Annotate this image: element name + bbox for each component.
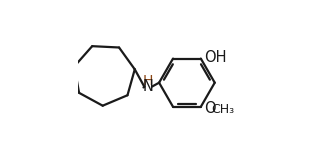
Text: OH: OH — [204, 50, 226, 65]
Text: N: N — [142, 79, 153, 94]
Text: O: O — [204, 101, 215, 116]
Text: H: H — [143, 74, 153, 88]
Text: CH₃: CH₃ — [212, 103, 235, 116]
